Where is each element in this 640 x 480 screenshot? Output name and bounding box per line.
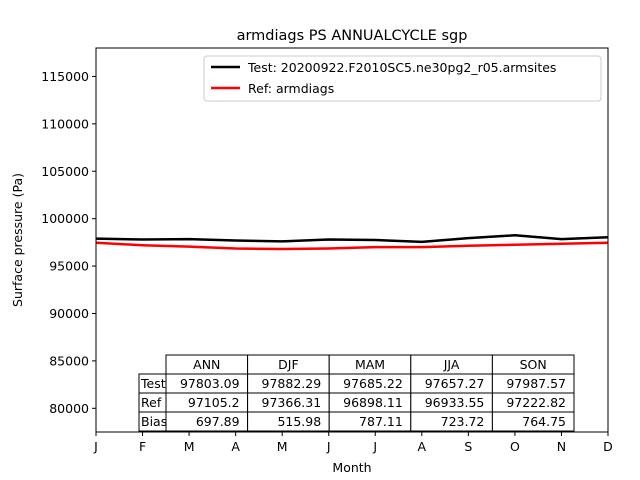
x-tick-label: F xyxy=(139,439,146,454)
table-cell-value: 97882.29 xyxy=(262,376,322,391)
table-cell-value: 97803.09 xyxy=(180,376,240,391)
x-tick-label: J xyxy=(93,439,98,454)
table-row-label: Bias xyxy=(141,414,167,429)
plot-frame xyxy=(95,47,609,433)
legend-label-ref: Ref: armdiags xyxy=(248,81,334,96)
legend-label-test: Test: 20200922.F2010SC5.ne30pg2_r05.arms… xyxy=(247,60,556,75)
y-tick-label: 90000 xyxy=(49,306,89,321)
table-cell-value: 97105.2 xyxy=(188,395,240,410)
legend: Test: 20200922.F2010SC5.ne30pg2_r05.arms… xyxy=(203,55,602,102)
table-header-label: JJA xyxy=(443,357,460,372)
table-cell-value: 96933.55 xyxy=(425,395,485,410)
x-axis-label: Month xyxy=(332,460,371,475)
table-header-label: ANN xyxy=(193,357,220,372)
table-cell-value: 697.89 xyxy=(196,414,240,429)
x-tick-label: A xyxy=(418,439,427,454)
table-row-label: Ref xyxy=(141,395,162,410)
table-cell-value: 97685.22 xyxy=(343,376,403,391)
legend-box xyxy=(203,55,602,102)
y-tick-label: 100000 xyxy=(41,211,89,226)
x-tick-label: A xyxy=(231,439,240,454)
x-tick-label: O xyxy=(510,439,520,454)
x-tick-label: M xyxy=(277,439,288,454)
table-header-label: DJF xyxy=(278,357,299,372)
table-cell xyxy=(491,411,575,432)
x-tick-label: D xyxy=(603,439,613,454)
series-group xyxy=(95,234,609,251)
y-tick-label: 115000 xyxy=(41,69,89,84)
x-tick-label: M xyxy=(184,439,195,454)
table-cell-value: 787.11 xyxy=(359,414,403,429)
x-tick-label: J xyxy=(372,439,377,454)
x-tick-label: S xyxy=(464,439,472,454)
y-tick-label: 95000 xyxy=(49,259,89,274)
table-cell-value: 97222.82 xyxy=(506,395,566,410)
y-tick-label: 105000 xyxy=(41,164,89,179)
table-cell-value: 764.75 xyxy=(522,414,566,429)
table-header-label: SON xyxy=(520,357,547,372)
y-axis: 80000 85000 90000 95000 100000 105000 110000 11… xyxy=(41,69,96,416)
y-tick-label: 110000 xyxy=(41,116,89,131)
y-tick-label: 85000 xyxy=(49,353,89,368)
table-cell-value: 96898.11 xyxy=(343,395,403,410)
table-cell-value: 97366.31 xyxy=(262,395,322,410)
table-cell-value: 515.98 xyxy=(277,414,321,429)
table-cell-value: 723.72 xyxy=(441,414,485,429)
table-header-label: MAM xyxy=(355,357,385,372)
y-axis-label: Surface pressure (Pa) xyxy=(10,173,25,307)
x-tick-label: J xyxy=(326,439,331,454)
x-tick-label: N xyxy=(557,439,566,454)
table-cell-value: 97987.57 xyxy=(506,376,566,391)
y-tick-label: 80000 xyxy=(49,401,89,416)
chart-title: armdiags PS ANNUALCYCLE sgp xyxy=(237,28,468,44)
table-cell-value: 97657.27 xyxy=(425,376,485,391)
series-line-ref xyxy=(95,241,609,251)
series-line-test xyxy=(95,234,609,244)
table-row-label: Test xyxy=(140,376,166,391)
stats-table: ANN DJF MAM JJA SON 97803.09 97882.29 97685.22 9… xyxy=(138,354,575,432)
